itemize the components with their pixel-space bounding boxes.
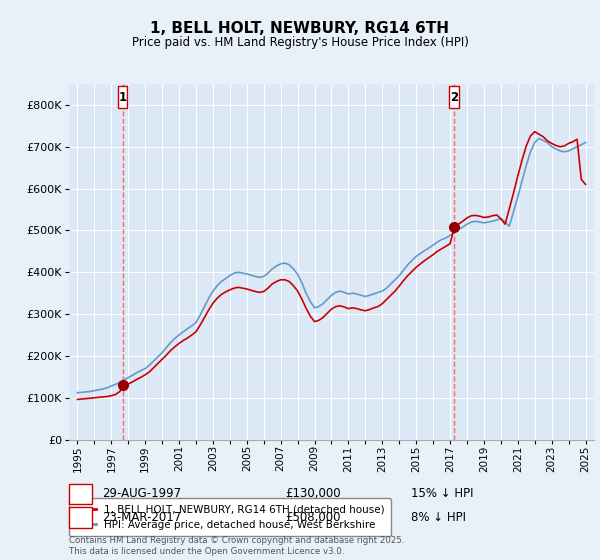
FancyBboxPatch shape [449,86,458,108]
Text: £130,000: £130,000 [285,487,341,501]
Text: 8% ↓ HPI: 8% ↓ HPI [411,511,466,524]
Text: 1: 1 [76,487,85,501]
Text: 2: 2 [450,91,458,104]
Legend: 1, BELL HOLT, NEWBURY, RG14 6TH (detached house), HPI: Average price, detached h: 1, BELL HOLT, NEWBURY, RG14 6TH (detache… [69,498,391,536]
Text: Price paid vs. HM Land Registry's House Price Index (HPI): Price paid vs. HM Land Registry's House … [131,36,469,49]
Text: 23-MAR-2017: 23-MAR-2017 [102,511,181,524]
Text: Contains HM Land Registry data © Crown copyright and database right 2025.
This d: Contains HM Land Registry data © Crown c… [69,536,404,556]
FancyBboxPatch shape [118,86,127,108]
Text: £508,000: £508,000 [285,511,341,524]
Text: 1: 1 [118,91,127,104]
Text: 2: 2 [76,511,85,524]
Text: 29-AUG-1997: 29-AUG-1997 [102,487,181,501]
Text: 15% ↓ HPI: 15% ↓ HPI [411,487,473,501]
Text: 1, BELL HOLT, NEWBURY, RG14 6TH: 1, BELL HOLT, NEWBURY, RG14 6TH [151,21,449,36]
